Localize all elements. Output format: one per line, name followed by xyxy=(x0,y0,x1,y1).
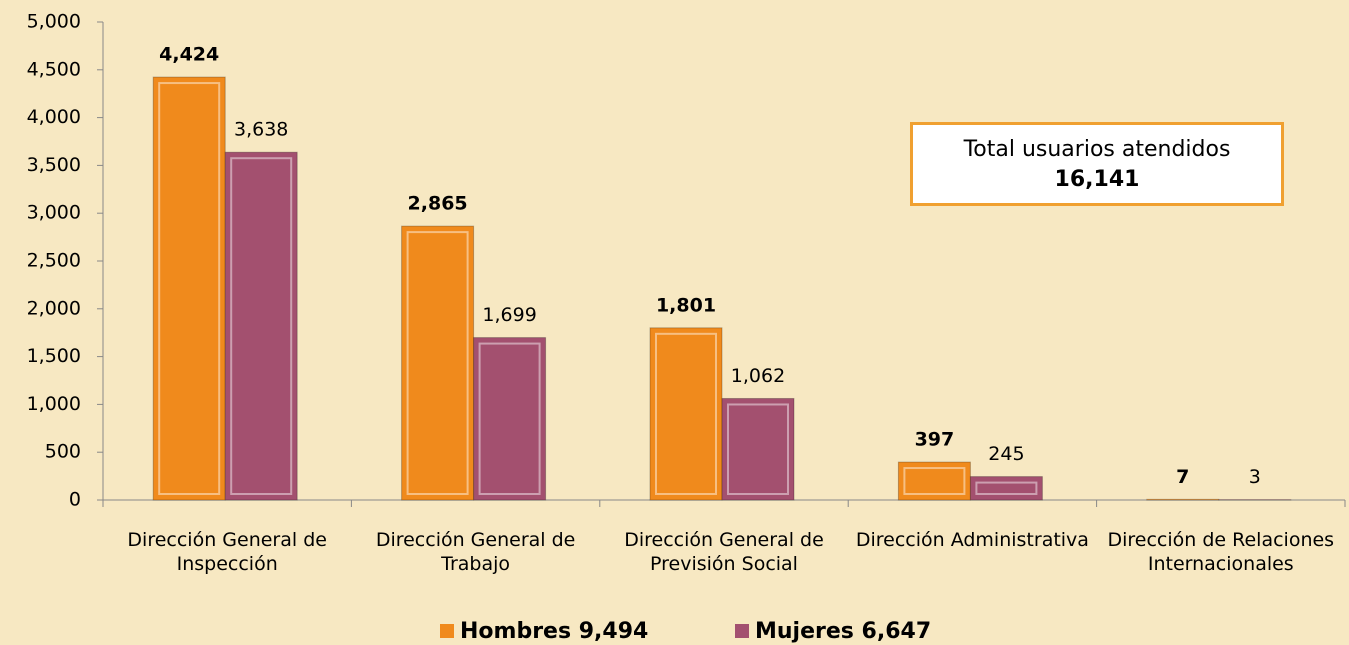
bar xyxy=(401,225,475,501)
y-tick-label: 500 xyxy=(45,441,81,463)
y-tick-label: 4,000 xyxy=(27,106,81,128)
bar xyxy=(897,461,971,501)
bar xyxy=(473,337,547,501)
y-tick-label: 3,000 xyxy=(27,202,81,224)
legend-swatch xyxy=(440,624,454,638)
bar xyxy=(721,397,795,501)
legend-label: Mujeres 6,647 xyxy=(755,619,931,644)
data-label: 397 xyxy=(915,429,955,451)
total-box: Total usuarios atendidos 16,141 xyxy=(910,122,1284,206)
bar-bevel xyxy=(655,332,717,495)
data-label: 7 xyxy=(1176,466,1189,488)
bar xyxy=(649,327,723,501)
y-tick-label: 4,500 xyxy=(27,58,81,80)
x-tick-label: Dirección General de Trabajo xyxy=(375,529,576,575)
y-tick-label: 0 xyxy=(69,489,81,511)
y-tick-label: 1,000 xyxy=(27,393,81,415)
data-label: 1,062 xyxy=(731,365,785,387)
y-tick-label: 5,000 xyxy=(27,11,81,33)
bar-bevel xyxy=(903,467,966,496)
bar-bevel xyxy=(158,82,221,495)
bar xyxy=(1146,498,1220,501)
annotation: Total usuarios atendidos xyxy=(963,137,1231,162)
x-tick-label: Dirección de Relaciones Internacionales xyxy=(1107,529,1335,575)
legend-swatch xyxy=(735,624,749,638)
data-label: 2,865 xyxy=(408,193,468,215)
x-tick-label: Dirección General de Previsión Social xyxy=(624,529,824,575)
legend-label: Hombres 9,494 xyxy=(460,619,648,644)
data-label: 1,699 xyxy=(482,304,536,326)
bar-bevel xyxy=(406,231,469,496)
y-tick-label: 1,500 xyxy=(27,345,81,367)
data-label: 4,424 xyxy=(159,44,219,66)
x-tick-label: Dirección General de Inspección xyxy=(127,529,327,575)
bar-bevel xyxy=(975,481,1038,496)
data-label: 245 xyxy=(988,443,1024,465)
y-tick-label: 2,500 xyxy=(27,250,81,272)
annotation: 16,141 xyxy=(1054,167,1140,192)
x-tick-label: Dirección Administrativa xyxy=(855,529,1089,551)
bar-bevel xyxy=(727,403,789,496)
data-label: 1,801 xyxy=(656,294,716,316)
y-tick-label: 3,500 xyxy=(27,154,81,176)
bar-bevel xyxy=(230,157,293,495)
bar xyxy=(152,76,226,501)
bar-bevel xyxy=(478,342,541,495)
bar xyxy=(224,151,298,501)
bar xyxy=(969,476,1043,501)
data-label: 3 xyxy=(1249,466,1261,488)
data-label: 3,638 xyxy=(234,119,288,141)
y-tick-label: 2,000 xyxy=(27,297,81,319)
